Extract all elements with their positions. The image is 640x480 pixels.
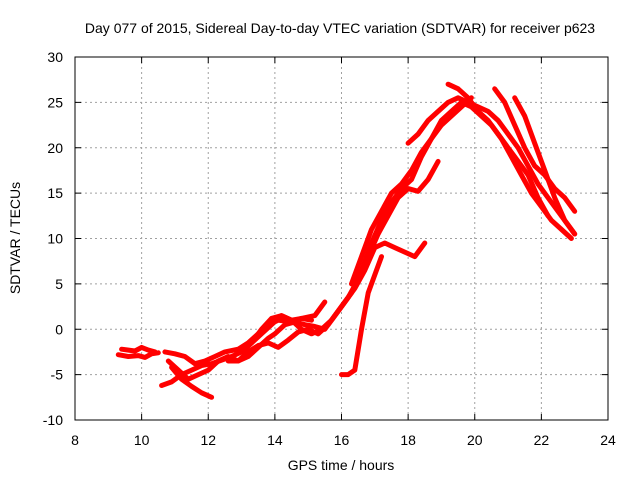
- y-tick-label: 0: [55, 321, 63, 337]
- y-tick-labels: -10 -5 0 5 10 15 20 25 30: [43, 49, 63, 428]
- x-tick-labels: 8 10 12 14 16 18 20 22 24: [71, 432, 616, 448]
- y-tick-label: 15: [47, 185, 63, 201]
- data-series: [115, 81, 578, 400]
- series-arc-8: [239, 95, 474, 355]
- x-tick-label: 14: [267, 432, 283, 448]
- x-tick-label: 18: [400, 432, 416, 448]
- x-tick-label: 10: [134, 432, 150, 448]
- y-tick-label: 20: [47, 140, 63, 156]
- series-arc-2: [119, 344, 158, 355]
- y-tick-label: 5: [55, 276, 63, 292]
- chart-title: Day 077 of 2015, Sidereal Day-to-day VTE…: [85, 20, 595, 36]
- series-arc-12: [445, 81, 551, 219]
- y-tick-label: -5: [51, 367, 64, 383]
- x-axis-label: GPS time / hours: [288, 457, 395, 473]
- series-arc-6: [169, 364, 215, 400]
- series-arc-13: [492, 86, 578, 214]
- x-tick-label: 20: [467, 432, 483, 448]
- axis-ticks: [74, 56, 609, 421]
- y-tick-label: 25: [47, 94, 63, 110]
- x-tick-label: 8: [71, 432, 79, 448]
- series-arc-14: [512, 95, 578, 237]
- y-axis-label: SDTVAR / TECUs: [7, 182, 23, 294]
- x-tick-label: 12: [200, 432, 216, 448]
- y-tick-label: 10: [47, 231, 63, 247]
- series-arc-9: [339, 254, 384, 378]
- y-tick-label: 30: [47, 49, 63, 65]
- series-arc-11: [405, 95, 578, 237]
- y-tick-label: -10: [43, 412, 63, 428]
- x-tick-label: 16: [334, 432, 350, 448]
- x-tick-label: 22: [534, 432, 550, 448]
- x-tick-label: 24: [600, 432, 616, 448]
- grid: [75, 57, 608, 420]
- series-arc-10: [349, 99, 574, 287]
